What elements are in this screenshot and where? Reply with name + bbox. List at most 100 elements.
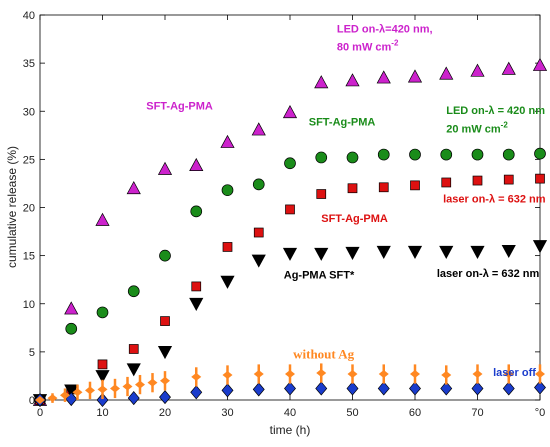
annotation-label: laser off bbox=[493, 367, 536, 379]
annotation-label: SFT-Ag-PMA bbox=[321, 213, 388, 225]
annotation-label: SFT-Ag-PMA bbox=[309, 117, 376, 129]
y-tick-label: 20 bbox=[23, 203, 35, 215]
annotation-label: LED on-λ = 420 nm bbox=[446, 105, 545, 117]
data-point bbox=[316, 369, 327, 378]
annotation-label: 20 mW cm-2 bbox=[446, 120, 508, 135]
x-tick-label: 10 bbox=[96, 407, 108, 419]
data-point bbox=[441, 177, 452, 188]
data-point bbox=[409, 148, 421, 161]
data-point bbox=[65, 322, 78, 335]
data-point bbox=[160, 316, 170, 326]
data-point bbox=[347, 370, 358, 379]
data-point bbox=[407, 245, 423, 260]
data-point bbox=[534, 147, 546, 160]
data-point bbox=[95, 370, 110, 384]
annotation-label: 80 mW cm-2 bbox=[337, 39, 399, 54]
data-point bbox=[252, 178, 265, 191]
data-point bbox=[440, 381, 453, 396]
data-point bbox=[502, 381, 515, 396]
data-point bbox=[190, 385, 203, 400]
y-axis-title: cumulative release (%) bbox=[5, 146, 19, 268]
data-point bbox=[220, 134, 235, 148]
data-point bbox=[535, 370, 545, 379]
data-point bbox=[160, 376, 170, 385]
data-point bbox=[501, 244, 516, 259]
data-point bbox=[47, 394, 58, 403]
y-tick-label: 5 bbox=[29, 347, 35, 359]
y-tick-label: 25 bbox=[23, 154, 35, 166]
data-point bbox=[410, 180, 420, 191]
data-point bbox=[96, 392, 109, 408]
data-point bbox=[376, 70, 391, 84]
data-point bbox=[345, 73, 360, 87]
data-point bbox=[222, 370, 233, 379]
x-tick-label: °0 bbox=[535, 407, 546, 419]
data-point bbox=[535, 173, 545, 184]
data-point bbox=[252, 382, 265, 397]
data-point bbox=[346, 381, 359, 396]
data-point bbox=[35, 396, 45, 404]
data-point bbox=[97, 359, 108, 370]
data-point bbox=[471, 381, 484, 396]
annotation-label: without Ag bbox=[293, 347, 355, 362]
data-point bbox=[532, 57, 548, 71]
data-point bbox=[159, 249, 171, 262]
series-cross-errorbar bbox=[35, 363, 545, 404]
data-point bbox=[378, 182, 389, 193]
data-point bbox=[159, 390, 171, 405]
data-point bbox=[110, 384, 120, 393]
data-point bbox=[409, 381, 421, 396]
data-point bbox=[126, 363, 141, 377]
data-point bbox=[85, 386, 95, 395]
annotation-label: SFT-Ag-PMA bbox=[146, 100, 213, 112]
data-point bbox=[441, 370, 452, 379]
x-tick-label: 50 bbox=[346, 407, 358, 419]
axis-ticks: 0 10 20 30 40 50 60 70 °0 0 5 10 15 20 25 30 35 40 bbox=[23, 10, 546, 419]
data-point bbox=[285, 204, 295, 215]
y-tick-label: 30 bbox=[23, 106, 35, 118]
data-point bbox=[410, 370, 420, 379]
data-point bbox=[378, 370, 389, 379]
data-point bbox=[347, 183, 358, 194]
data-point bbox=[189, 297, 204, 311]
data-point bbox=[251, 122, 266, 136]
data-point bbox=[314, 75, 329, 89]
x-tick-label: 0 bbox=[37, 407, 43, 419]
data-point bbox=[316, 189, 327, 199]
data-point bbox=[532, 240, 548, 254]
annotation-label: laser on-λ = 632 nm bbox=[443, 194, 546, 206]
data-point bbox=[147, 378, 158, 387]
data-point bbox=[439, 245, 454, 260]
data-point bbox=[503, 174, 514, 185]
data-point bbox=[253, 370, 264, 379]
data-point bbox=[502, 148, 515, 161]
data-point bbox=[72, 388, 83, 397]
data-point bbox=[284, 157, 296, 170]
data-point bbox=[346, 151, 359, 164]
data-point bbox=[96, 306, 109, 319]
x-tick-label: 60 bbox=[409, 407, 421, 419]
x-axis-title: time (h) bbox=[270, 423, 311, 437]
data-point bbox=[253, 227, 264, 238]
data-point bbox=[60, 391, 70, 400]
y-tick-label: 35 bbox=[23, 58, 35, 70]
data-point bbox=[470, 63, 485, 77]
x-tick-label: 30 bbox=[221, 407, 233, 419]
data-point bbox=[407, 69, 423, 83]
data-point bbox=[157, 346, 173, 360]
data-point bbox=[501, 61, 516, 75]
annotations: LED on-λ=420 nm, 80 mW cm-2 SFT-Ag-PMA SFT-… bbox=[146, 23, 546, 379]
data-point bbox=[285, 370, 295, 379]
x-tick-label: 40 bbox=[284, 407, 296, 419]
data-point bbox=[221, 383, 234, 398]
series-diamond bbox=[34, 380, 546, 408]
annotation-label: LED on-λ=420 nm, bbox=[337, 23, 433, 35]
data-point bbox=[470, 245, 485, 260]
data-point bbox=[251, 254, 266, 268]
data-point bbox=[127, 391, 140, 406]
data-point bbox=[191, 281, 202, 292]
data-point bbox=[64, 301, 79, 315]
annotation-label: laser on-λ = 632 nm bbox=[437, 268, 540, 280]
data-point bbox=[222, 242, 233, 252]
